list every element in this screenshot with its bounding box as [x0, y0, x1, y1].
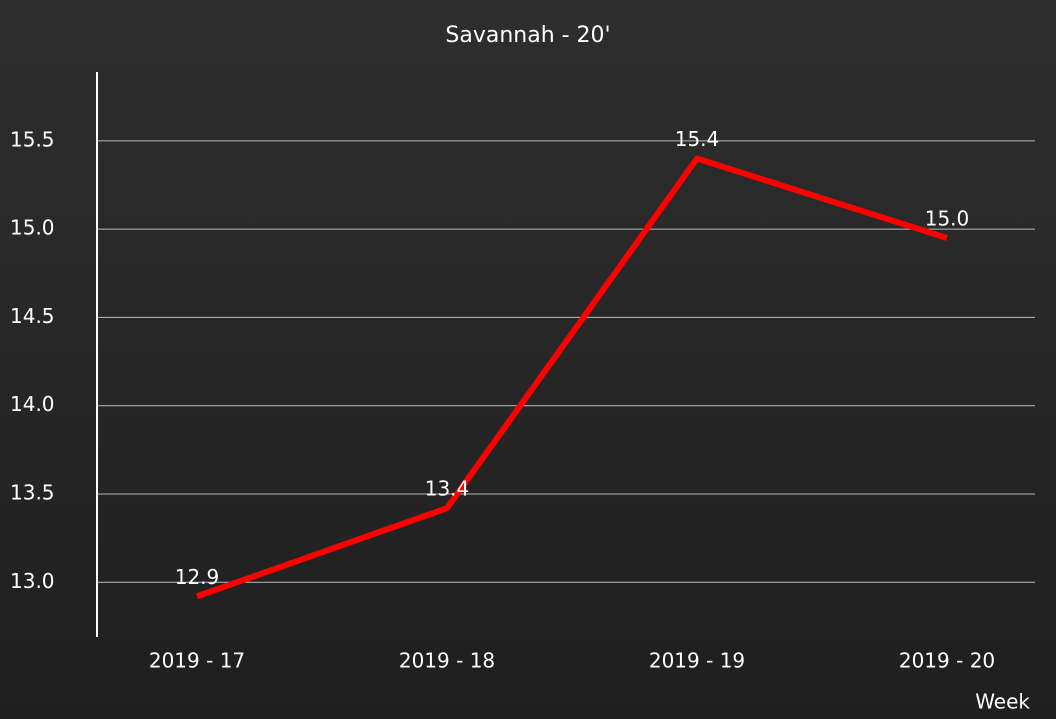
- x-tick-label: 2019 - 19: [649, 649, 745, 673]
- y-tick-label: 14.5: [10, 304, 55, 328]
- y-tick-label: 15.5: [10, 127, 55, 151]
- x-tick-label: 2019 - 18: [399, 649, 495, 673]
- data-label: 13.4: [425, 477, 470, 501]
- data-label: 12.9: [175, 565, 220, 589]
- chart-title: Savannah - 20': [445, 23, 610, 48]
- line: [196, 155, 948, 600]
- x-tick-label: 2019 - 20: [899, 649, 995, 673]
- y-tick-label: 14.0: [10, 392, 55, 416]
- y-tick-label: 15.0: [10, 216, 55, 240]
- x-axis-label: Week: [975, 690, 1030, 714]
- x-tick-label: 2019 - 17: [149, 649, 245, 673]
- data-label: 15.0: [925, 206, 970, 230]
- data-label: 15.4: [675, 127, 720, 151]
- y-tick-label: 13.0: [10, 569, 55, 593]
- y-tick-label: 13.5: [10, 480, 55, 504]
